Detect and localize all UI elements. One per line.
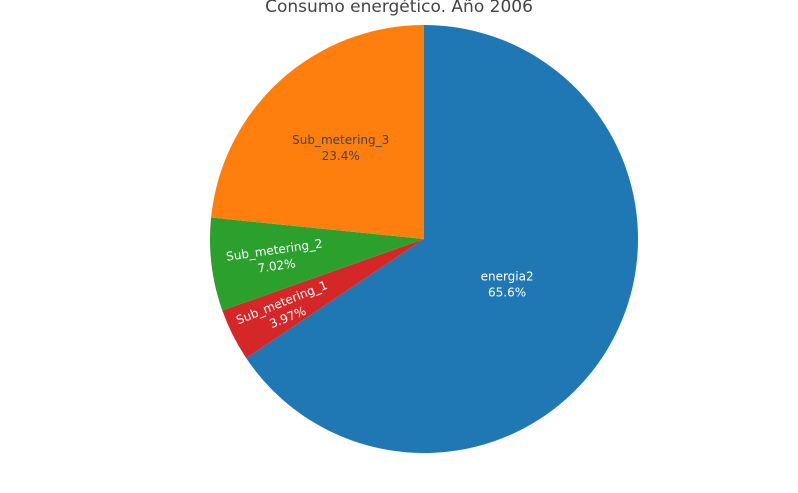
slice-name-label: energia2 [481, 269, 534, 283]
slice-percent-label: 7.02% [257, 256, 297, 275]
pie-slice-sub-metering-1[interactable] [222, 239, 424, 359]
slice-label-energia2: energia2 65.6% [481, 269, 534, 299]
slice-percent-label: 23.4% [322, 149, 360, 163]
slice-percent-label: 65.6% [488, 285, 526, 299]
chart-title: Consumo energético. Año 2006 [265, 0, 533, 17]
slice-label-sub-metering-3: Sub_metering_3 23.4% [292, 133, 389, 163]
pie-slice-energia2[interactable] [246, 25, 638, 453]
pie-slice-sub-metering-3[interactable] [211, 25, 424, 239]
slice-name-label: Sub_metering_3 [292, 133, 389, 147]
pie-slice-sub-metering-2[interactable] [210, 217, 424, 311]
